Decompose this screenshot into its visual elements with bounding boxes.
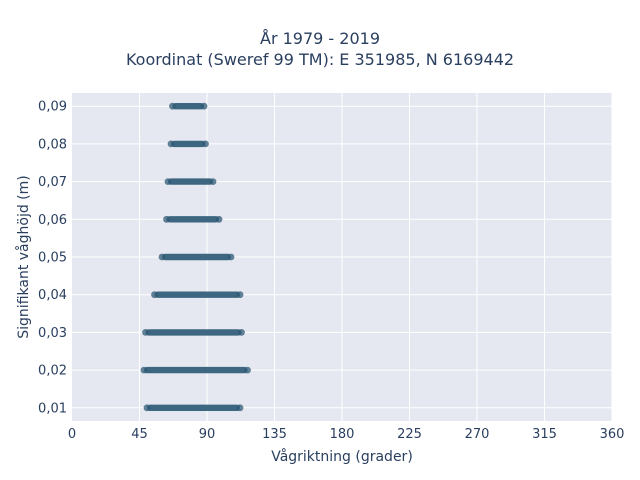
chart-title: År 1979 - 2019 Koordinat (Sweref 99 TM):… — [0, 28, 640, 70]
data-point-band — [154, 291, 240, 298]
data-point-band — [166, 216, 219, 223]
data-point — [244, 366, 251, 374]
data-point-band — [172, 102, 204, 110]
y-tick-label: 0,05 — [38, 251, 67, 266]
data-point — [236, 404, 244, 412]
x-tick-label: 45 — [131, 427, 148, 442]
y-tick-labels: 0,01 0,02 0,03 0,04 0,05 0,06 0,07 0,08 0,09 — [38, 100, 67, 417]
x-tick-label: 225 — [397, 427, 422, 442]
x-tick-labels: 0 45 90 135 180 225 270 315 360 — [68, 427, 625, 442]
data-points — [140, 102, 251, 412]
data-point-band — [145, 329, 242, 336]
data-point — [209, 178, 217, 185]
data-point-band — [144, 366, 248, 374]
y-tick-label: 0,02 — [38, 364, 67, 379]
data-point-band — [162, 253, 231, 261]
data-point — [169, 102, 176, 110]
y-tick-label: 0,03 — [38, 326, 67, 341]
x-tick-label: 0 — [68, 427, 76, 442]
y-axis-title: Signifikant våghöjd (m) — [15, 175, 32, 338]
y-tick-label: 0,04 — [38, 288, 67, 303]
data-point — [167, 140, 175, 148]
y-tick-label: 0,08 — [38, 137, 67, 152]
data-point — [215, 215, 223, 223]
data-point — [158, 253, 166, 261]
y-tick-label: 0,09 — [38, 100, 67, 115]
data-point — [200, 102, 208, 110]
data-point — [238, 329, 245, 336]
data-point — [151, 291, 158, 299]
y-tick-label: 0,01 — [38, 401, 67, 416]
y-tick-label: 0,06 — [38, 213, 67, 228]
data-point — [140, 366, 148, 374]
chart-title-line-2: Koordinat (Sweref 99 TM): E 351985, N 61… — [125, 50, 515, 69]
data-point — [236, 291, 244, 299]
data-point-band — [147, 404, 240, 412]
x-tick-label: 90 — [199, 427, 216, 442]
data-point — [143, 404, 151, 412]
data-point — [163, 215, 170, 223]
data-point — [202, 140, 209, 148]
data-point — [142, 329, 149, 336]
x-axis-title: Vågriktning (grader) — [271, 448, 413, 465]
data-point-band — [168, 178, 213, 185]
x-tick-label: 270 — [465, 427, 490, 442]
data-point-band — [171, 140, 206, 148]
x-tick-label: 180 — [330, 427, 355, 442]
y-tick-label: 0,07 — [38, 175, 67, 190]
x-tick-label: 135 — [262, 427, 287, 442]
x-tick-label: 315 — [532, 427, 557, 442]
data-point — [164, 178, 172, 185]
data-point — [227, 253, 235, 261]
x-tick-label: 360 — [600, 427, 625, 442]
chart-title-line-1: År 1979 - 2019 — [260, 29, 380, 48]
